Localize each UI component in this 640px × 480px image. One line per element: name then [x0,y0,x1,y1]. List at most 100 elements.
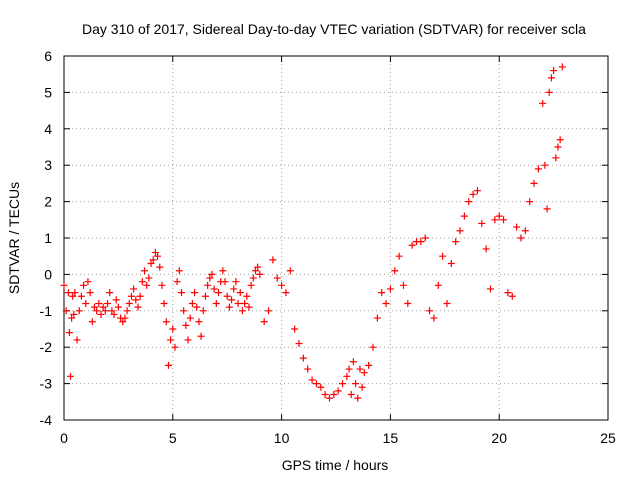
x-tick-label: 25 [600,430,616,446]
data-point [545,88,553,96]
y-tick-label: 2 [44,194,52,210]
data-point [558,63,566,71]
data-point [265,307,273,315]
data-point [349,358,357,366]
data-point [210,285,218,293]
data-point [460,212,468,220]
data-point [360,369,368,377]
data-point [530,179,538,187]
data-point [473,187,481,195]
y-tick-label: -1 [40,303,53,319]
data-point [86,289,94,297]
data-point [541,161,549,169]
data-point [317,383,325,391]
data-point [308,376,316,384]
data-point [112,296,120,304]
data-point [69,292,77,300]
x-tick-labels: 0 5 10 15 20 25 [60,430,616,446]
data-point [465,198,473,206]
data-point [543,205,551,213]
data-point [282,289,290,297]
data-point [299,354,307,362]
data-point [249,274,257,282]
data-point [417,238,425,246]
data-point [304,365,312,373]
data-point [208,270,216,278]
data-point [491,216,499,224]
data-points [60,63,566,402]
data-point [552,154,560,162]
data-point [356,365,364,373]
data-point [243,292,251,300]
x-tick-label: 0 [60,430,68,446]
data-point [212,300,220,308]
y-tick-label: 0 [44,266,52,282]
data-point [147,259,155,267]
data-point [554,143,562,151]
data-point [295,340,303,348]
data-point [236,289,244,297]
data-point [495,212,503,220]
data-point [556,136,564,144]
data-point [195,318,203,326]
data-point [254,263,262,271]
data-point [173,278,181,286]
data-point [517,234,525,242]
data-point [286,267,294,275]
data-point [230,285,238,293]
data-point [84,278,92,286]
data-point [88,318,96,326]
data-point [426,307,434,315]
data-point [188,300,196,308]
data-point [232,278,240,286]
data-point [456,227,464,235]
data-point [60,281,68,289]
y-tick-label: -3 [40,376,53,392]
data-point [206,274,214,282]
data-point [269,256,277,264]
data-point [452,238,460,246]
data-point [73,336,81,344]
data-point [312,380,320,388]
grid [64,56,608,420]
data-point [123,307,131,315]
data-point [158,281,166,289]
data-point [180,307,188,315]
data-point [251,267,259,275]
data-point [434,281,442,289]
x-tick-label: 5 [169,430,177,446]
y-tick-label: 5 [44,84,52,100]
y-tick-label: -4 [40,412,53,428]
data-point [154,252,162,260]
data-point [204,281,212,289]
data-point [321,391,329,399]
data-point [65,329,73,337]
data-point [199,307,207,315]
x-axis-label: GPS time / hours [282,457,389,473]
data-point [447,259,455,267]
data-point [378,289,386,297]
data-point [119,318,127,326]
data-point [399,281,407,289]
data-point [178,289,186,297]
data-point [430,314,438,322]
data-point [71,289,79,297]
y-tick-label: 3 [44,157,52,173]
data-point [223,292,231,300]
data-point [256,270,264,278]
data-point [500,216,508,224]
data-point [247,281,255,289]
data-point [214,289,222,297]
data-point [221,278,229,286]
data-point [330,391,338,399]
data-point [171,343,179,351]
y-tick-labels: -4 -3 -2 -1 0 1 2 3 4 5 6 [40,48,53,428]
data-point [278,281,286,289]
data-point [439,252,447,260]
data-point [234,300,242,308]
data-point [132,296,140,304]
data-point [539,99,547,107]
data-point [513,223,521,231]
data-point [97,310,105,318]
